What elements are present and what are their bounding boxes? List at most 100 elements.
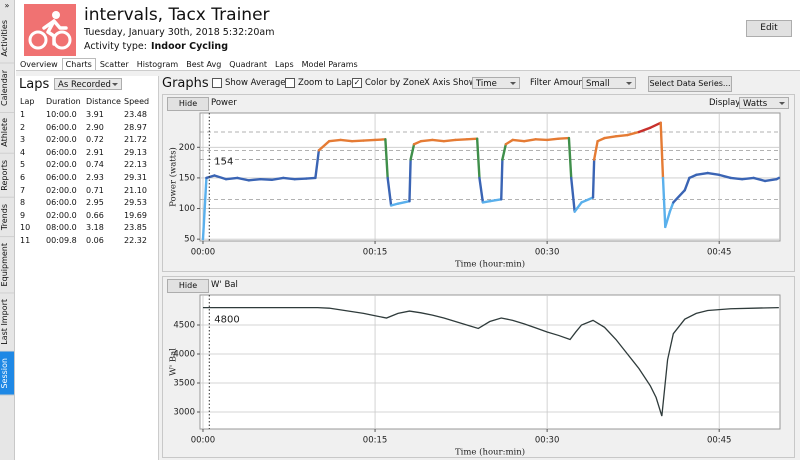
- checkbox[interactable]: [285, 78, 295, 88]
- power-panel: Hide Power Display: Watts 00:00 00:15 00:3…: [162, 94, 795, 272]
- view-tab[interactable]: Overview: [20, 60, 58, 69]
- power-segment: [763, 177, 778, 183]
- power-segment: [419, 138, 434, 143]
- view-tab[interactable]: Laps: [275, 60, 294, 69]
- sidebar-tab[interactable]: Equipment: [0, 236, 14, 294]
- power-segment: [327, 138, 342, 143]
- select-series-button[interactable]: Select Data Series...: [648, 76, 732, 92]
- edit-button[interactable]: Edit: [746, 20, 792, 37]
- cyclist-glyph: [28, 11, 72, 50]
- x-axis-label: X Axis Shows:: [424, 78, 484, 88]
- checkbox-label: Show Average: [225, 78, 286, 88]
- display-label: Display:: [709, 98, 743, 108]
- view-tab[interactable]: Scatter: [99, 60, 129, 69]
- lap-cell: 8: [20, 198, 26, 208]
- sidebar-tab[interactable]: Trends: [0, 197, 14, 237]
- show-average-checkbox[interactable]: Show Average: [212, 78, 286, 88]
- y-tick-label: 3000: [173, 408, 195, 418]
- checkbox-label: Zoom to Lap: [298, 78, 352, 88]
- power-segment: [573, 201, 583, 213]
- sidebar-tab[interactable]: Last Import: [0, 293, 14, 353]
- laps-mode-dropdown[interactable]: As Recorded: [54, 78, 122, 90]
- power-segment: [649, 121, 662, 129]
- power-segment: [614, 133, 629, 138]
- power-segment: [201, 176, 208, 241]
- sidebar-toggle[interactable]: »: [4, 1, 10, 10]
- sidebar-tab[interactable]: Session: [0, 352, 14, 396]
- view-tab[interactable]: Best Avg: [186, 60, 222, 69]
- activity-title: intervals, Tacx Trainer: [84, 5, 270, 25]
- hide-button[interactable]: Hide: [167, 279, 209, 293]
- lap-cell: 0.72: [86, 135, 104, 145]
- power-segment: [522, 138, 537, 143]
- y-tick-label: 4500: [173, 320, 195, 330]
- power-segment: [442, 138, 457, 143]
- hide-button[interactable]: Hide: [167, 97, 209, 111]
- plot-area: [199, 112, 781, 242]
- y-tick-label: 200: [179, 143, 195, 153]
- view-tab[interactable]: Charts: [61, 58, 96, 71]
- lap-cell: 11: [20, 236, 31, 245]
- power-segment: [570, 176, 576, 213]
- power-segment: [706, 171, 721, 177]
- view-tabs: Overview Charts Scatter Histogram Best Avg Qu…: [16, 58, 362, 71]
- power-segment: [488, 198, 503, 203]
- checkbox[interactable]: [212, 78, 222, 88]
- lap-cell: 3.91: [86, 110, 104, 119]
- sidebar-tab[interactable]: Calendar: [0, 63, 14, 113]
- sidebar-tab[interactable]: Reports: [0, 154, 14, 198]
- power-segment: [672, 188, 686, 204]
- filter-dropdown[interactable]: Small: [582, 77, 636, 89]
- power-segment: [224, 176, 239, 181]
- y-tick-label: 50: [184, 235, 195, 245]
- display-dropdown[interactable]: Watts: [739, 97, 789, 109]
- lap-cell: 0.74: [86, 160, 104, 170]
- lap-cell: 21.72: [124, 135, 147, 145]
- activity-type: Activity type: Indoor Cycling: [84, 41, 228, 52]
- checkbox[interactable]: ✓: [352, 78, 362, 88]
- power-segment: [534, 138, 549, 142]
- column-header: Speed: [124, 97, 150, 106]
- power-segment: [396, 199, 411, 205]
- column-header: Lap: [20, 97, 35, 106]
- power-segment: [205, 174, 216, 180]
- color-by-zone-checkbox[interactable]: ✓ Color by Zone: [352, 78, 425, 88]
- y-axis-title: Power (watts): [168, 147, 179, 207]
- power-segment: [373, 138, 387, 142]
- power-segment: [592, 139, 599, 161]
- zoom-to-lap-checkbox[interactable]: Zoom to Lap: [285, 78, 352, 88]
- power-segment: [259, 177, 274, 181]
- activity-icon: [24, 4, 76, 56]
- data-line: [202, 306, 779, 417]
- view-tab[interactable]: Quadrant: [229, 60, 268, 69]
- y-tick-label: 150: [179, 173, 195, 183]
- power-segment: [293, 177, 308, 181]
- power-chart: 00:00 00:15 00:30 00:45 50 100 150 200 Time (hou…: [168, 112, 781, 270]
- power-segment: [314, 149, 321, 180]
- power-segment: [270, 176, 285, 181]
- lap-cell: 23.48: [124, 110, 147, 119]
- lap-cell: 02:00.0: [46, 160, 77, 170]
- power-segment: [637, 126, 652, 134]
- lap-cell: 29.53: [124, 198, 147, 208]
- power-segment: [409, 143, 416, 161]
- x-tick-label: 00:45: [707, 436, 732, 446]
- x-axis-dropdown[interactable]: Time: [472, 77, 520, 89]
- sidebar-tab[interactable]: Athlete: [0, 112, 14, 155]
- filter-label: Filter Amount:: [530, 78, 591, 88]
- lap-cell: 2: [20, 122, 26, 132]
- sidebar-tab[interactable]: Activities: [0, 14, 14, 64]
- power-segment: [454, 138, 469, 142]
- view-tab[interactable]: Model Params: [301, 60, 358, 69]
- lap-cell: 0.06: [86, 236, 104, 245]
- lap-cell: 06:00.0: [46, 198, 77, 208]
- lap-cell: 29.13: [124, 147, 147, 157]
- view-tab[interactable]: Histogram: [136, 60, 179, 69]
- power-segment: [775, 176, 781, 181]
- lap-cell: 4: [20, 147, 26, 157]
- column-header: Duration: [46, 97, 81, 106]
- power-segment: [688, 173, 698, 180]
- lap-cell: 06:00.0: [46, 147, 77, 157]
- lap-cell: 02:00.0: [46, 210, 77, 220]
